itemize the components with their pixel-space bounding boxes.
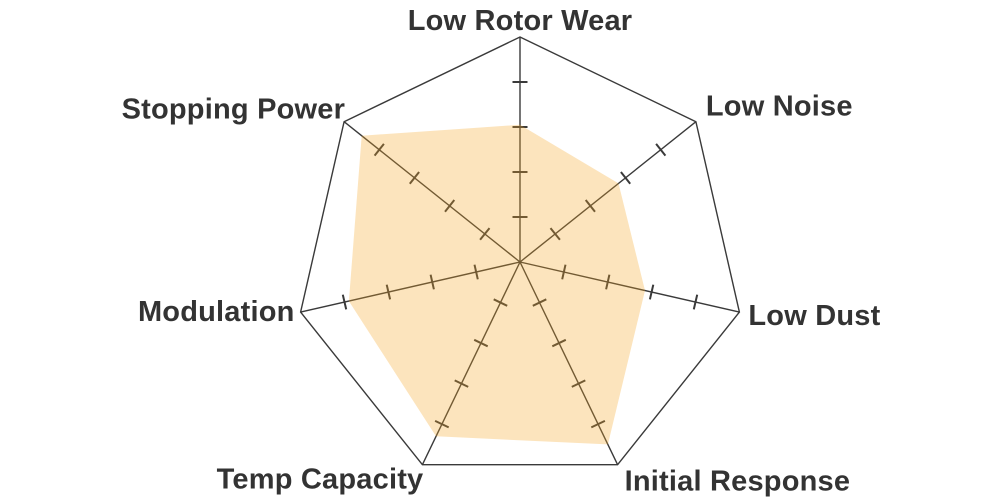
axis-tick [479,227,491,241]
axis-tick [605,274,611,290]
axis-tick [409,171,420,185]
axis-spoke [519,261,619,466]
axis-spoke [343,121,521,263]
axis-spoke [421,261,521,466]
axis-label-low-rotor-wear: Low Rotor Wear [408,5,633,37]
axis-tick [692,294,699,310]
axis-tick [620,171,631,185]
axis-label-temp-capacity: Temp Capacity [217,464,424,496]
axis-tick [429,274,435,290]
axis-tick [655,143,667,157]
axis-label-stopping-power: Stopping Power [122,94,346,126]
axis-tick [532,298,547,307]
axis-tick [561,264,567,280]
axis-tick [648,284,655,300]
axis-label-modulation: Modulation [138,296,295,328]
data-polygon-rating [348,124,645,445]
axis-tick [434,419,450,429]
axis-spoke [300,261,521,313]
axis-tick [590,419,606,429]
axis-tick [551,338,567,348]
axis-tick [584,199,596,213]
axis-tick [444,199,456,213]
axis-tick [454,379,469,388]
axis-tick [373,143,385,157]
axis-tick [385,284,392,300]
axis-label-low-dust: Low Dust [748,300,880,332]
axis-tick [473,264,479,280]
axis-tick [571,379,586,388]
axis-label-initial-response: Initial Response [625,466,851,498]
axis-spoke [519,261,740,313]
axis-tick [493,298,508,307]
radar-outline [299,36,741,466]
axis-tick [341,294,348,310]
axis-label-low-noise: Low Noise [706,91,853,123]
axis-tick [549,227,561,241]
axis-spoke [519,121,697,263]
axis-tick [473,338,489,348]
